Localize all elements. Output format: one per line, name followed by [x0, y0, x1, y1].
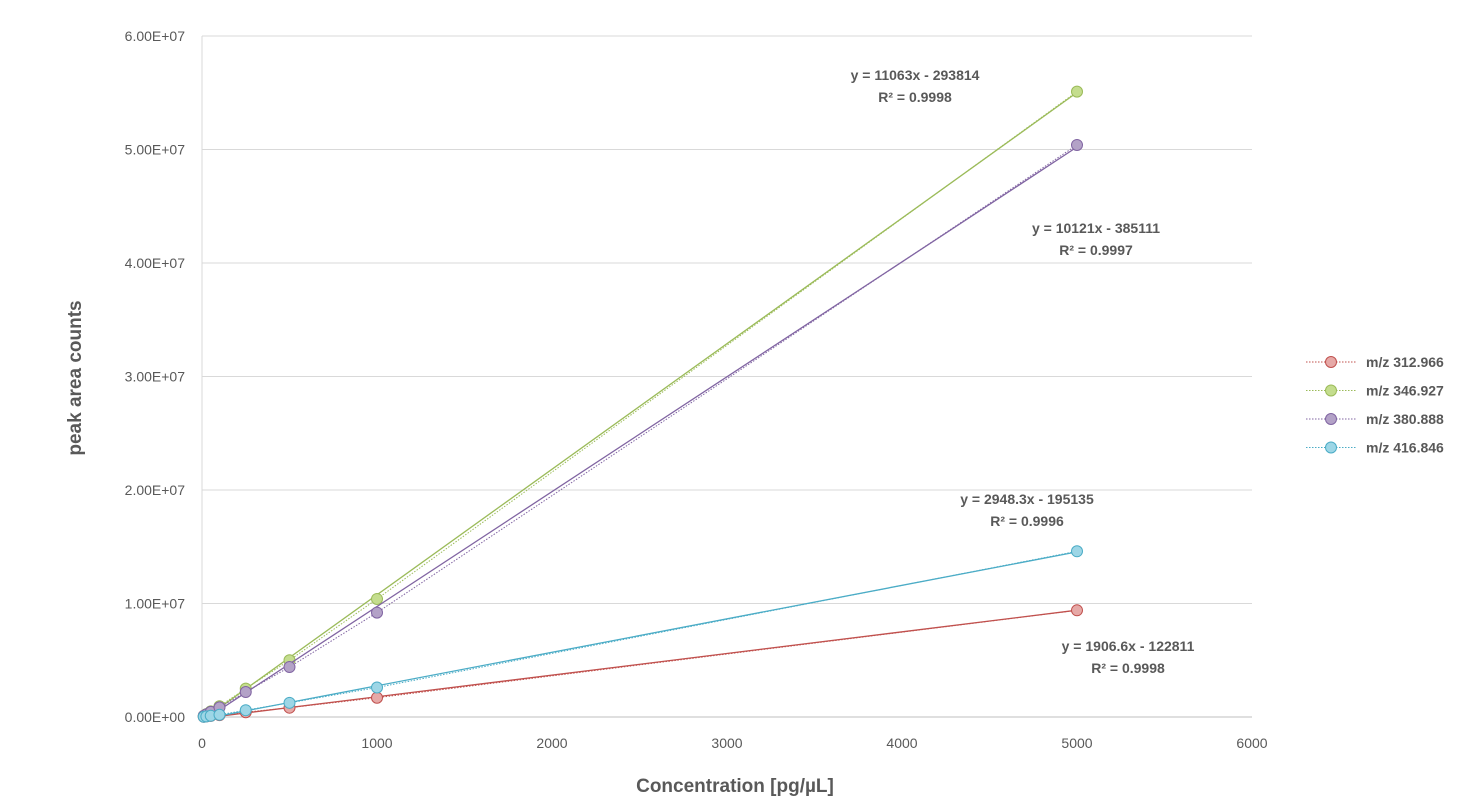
axes [201, 36, 1252, 718]
data-point [239, 686, 252, 699]
legend-item: m/z 416.846 [1306, 440, 1444, 456]
y-tick-label: 1.00E+07 [125, 596, 186, 612]
trendline [213, 609, 1078, 718]
data-point [371, 691, 383, 704]
y-tick-label: 6.00E+07 [125, 28, 186, 44]
legend-item: m/z 380.888 [1306, 411, 1444, 427]
series-group [197, 545, 1083, 723]
trendline-r2: R² = 0.9996 [990, 513, 1064, 529]
data-point [283, 696, 296, 709]
x-tick-label: 5000 [1061, 735, 1092, 751]
trendline-r2: R² = 0.9998 [878, 89, 952, 105]
trendline-r2: R² = 0.9998 [1091, 660, 1165, 676]
series-line [203, 144, 1078, 717]
trendline-equation: y = 2948.3x - 195135 [960, 491, 1094, 507]
grid-lines [202, 35, 1252, 604]
y-tick-labels: 0.00E+00 1.00E+07 2.00E+07 3.00E+07 4.00E+07… [125, 28, 186, 725]
data-point [371, 592, 383, 605]
data-point [283, 661, 296, 674]
legend-label: m/z 312.966 [1366, 354, 1444, 370]
trendline-equation: y = 11063x - 293814 [851, 67, 980, 83]
data-point [371, 606, 383, 619]
y-tick-label: 2.00E+07 [125, 482, 186, 498]
x-axis-title: Concentration [pg/µL] [636, 776, 834, 797]
y-tick-label: 5.00E+07 [125, 142, 186, 158]
y-axis-title: peak area counts [65, 300, 86, 455]
legend-item: m/z 346.927 [1306, 383, 1444, 399]
data-point [1071, 604, 1083, 617]
legend-item: m/z 312.966 [1306, 354, 1444, 370]
series-layer [197, 85, 1083, 723]
y-tick-label: 4.00E+07 [125, 255, 186, 271]
trendline [208, 146, 1078, 718]
legend-marker [1325, 441, 1337, 454]
y-tick-label: 0.00E+00 [125, 709, 186, 725]
trendline [213, 551, 1078, 718]
trendline-equations: y = 1906.6x - 122811 R² = 0.9998 y = 11063… [851, 67, 1195, 676]
series-group [197, 138, 1083, 722]
series-group [197, 604, 1083, 723]
x-tick-label: 1000 [361, 735, 392, 751]
legend-marker [1325, 413, 1337, 425]
trendline [206, 91, 1078, 718]
data-point [213, 708, 226, 721]
legend-label: m/z 346.927 [1366, 383, 1444, 399]
legend-marker [1325, 384, 1337, 397]
series-line [203, 91, 1078, 717]
x-tick-label: 4000 [886, 735, 917, 751]
data-point [1071, 85, 1083, 98]
legend-label: m/z 416.846 [1366, 440, 1444, 456]
legend-label: m/z 380.888 [1366, 411, 1444, 427]
x-tick-label: 3000 [711, 735, 742, 751]
legend-marker [1325, 356, 1337, 368]
y-tick-label: 3.00E+07 [125, 369, 186, 385]
x-tick-label: 6000 [1236, 735, 1267, 751]
x-tick-label: 0 [198, 735, 206, 751]
legend: m/z 312.966 m/z 346.927 m/z 380.888 m/z 416… [1306, 354, 1444, 456]
data-point [1071, 545, 1083, 558]
x-tick-labels: 0 1000 2000 3000 4000 5000 6000 [198, 735, 1268, 751]
x-tick-label: 2000 [536, 735, 567, 751]
trendline-equation: y = 10121x - 385111 [1032, 220, 1160, 236]
data-point [239, 704, 252, 717]
data-point [1071, 138, 1083, 151]
trendline-equation: y = 1906.6x - 122811 [1062, 638, 1195, 654]
trendline-r2: R² = 0.9997 [1059, 242, 1133, 258]
data-point [371, 681, 383, 694]
